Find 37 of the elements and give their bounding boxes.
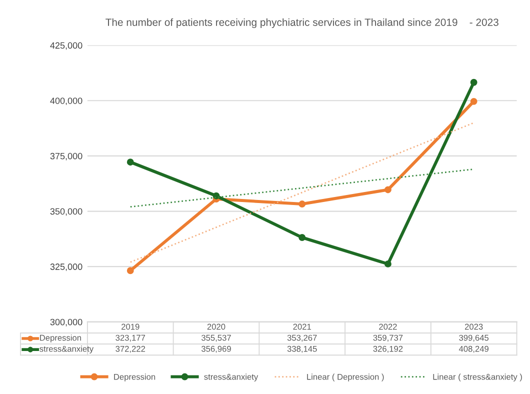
- x-tick-label: 2021: [293, 324, 311, 330]
- point: [298, 234, 306, 241]
- data-label: 338,145: [287, 346, 317, 353]
- point: [384, 186, 392, 194]
- data-label: 408,249: [458, 346, 488, 353]
- point: [126, 267, 134, 274]
- text: stress&anxiety: [204, 374, 258, 382]
- x-tick-label: 2020: [207, 324, 226, 330]
- legend-label: Linear ( stress&anxiety ): [433, 374, 522, 382]
- point: [384, 260, 392, 268]
- point: [470, 78, 478, 86]
- legend-label: Linear ( Depression ): [307, 374, 384, 382]
- point: [126, 158, 134, 166]
- x-tick-label: 2023: [464, 324, 483, 330]
- point: [212, 192, 220, 200]
- point: [470, 98, 478, 105]
- data-label: 323,177: [116, 334, 146, 342]
- y-tick-label: 375,000: [50, 152, 82, 160]
- text: Depression: [114, 374, 156, 382]
- chart-title: The number of patients receiving phychiatric services in Thailand since 2019 - 2023: [106, 18, 498, 28]
- data-label: 326,192: [373, 346, 403, 353]
- data-label: 372,222: [116, 346, 146, 353]
- point: [298, 200, 306, 208]
- y-tick-label: 400,000: [50, 98, 82, 106]
- data-label: 355,537: [202, 334, 231, 342]
- data-label: 359,737: [373, 334, 403, 342]
- legend-label: Depression: [40, 334, 81, 342]
- x-tick-label: 2022: [379, 324, 397, 330]
- data-label: 356,969: [202, 346, 231, 353]
- data-label: 399,645: [459, 334, 489, 342]
- y-tick-label: 325,000: [50, 264, 82, 272]
- legend-label: stress&anxiety: [40, 346, 94, 354]
- data-label: 353,267: [287, 334, 317, 342]
- y-tick-label: 300,000: [50, 318, 82, 326]
- y-tick-label: 425,000: [50, 42, 82, 50]
- y-tick-label: 350,000: [50, 208, 82, 216]
- x-tick-label: 2019: [122, 324, 140, 330]
